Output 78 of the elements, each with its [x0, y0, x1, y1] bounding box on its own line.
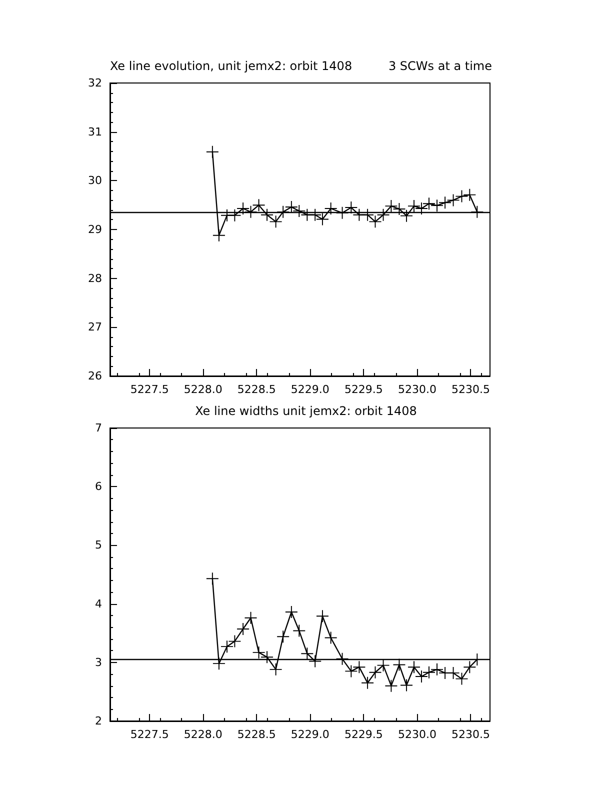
y-tick-label: 4 [95, 597, 102, 610]
x-tick-label: 5229.5 [344, 728, 383, 741]
y-tick-label: 2 [95, 714, 102, 728]
x-tick-label: 5230.5 [451, 383, 490, 396]
point [309, 655, 322, 668]
x-tick-label: 5229.0 [290, 728, 330, 741]
point [285, 606, 298, 618]
x-tick-label: 5228.5 [237, 383, 276, 396]
point [400, 210, 413, 222]
point [408, 200, 420, 212]
y-tick-label: 7 [95, 422, 102, 434]
y-tick-label: 3 [95, 656, 102, 669]
point [270, 663, 282, 676]
point [252, 646, 265, 658]
point [316, 610, 328, 622]
y-tick-label: 31 [88, 125, 102, 138]
x-tick-label: 5227.5 [130, 383, 169, 396]
x-tick-label: 5230.5 [451, 728, 490, 741]
point [261, 651, 274, 664]
point [206, 146, 218, 158]
point [261, 208, 274, 221]
point [293, 204, 306, 217]
x-tick-label: 5229.5 [344, 383, 383, 396]
point [345, 665, 358, 678]
point [353, 661, 366, 674]
point [385, 200, 398, 212]
x-tick-label: 5230.0 [398, 383, 436, 396]
point [464, 661, 476, 674]
chart-subtitle: 3 SCWs at a time [388, 59, 492, 73]
point [415, 670, 428, 682]
x-tick-label: 5230.0 [398, 728, 436, 741]
y-tick-label: 27 [88, 320, 102, 334]
point [431, 200, 444, 212]
point [228, 635, 241, 648]
point [324, 632, 337, 644]
point [285, 201, 298, 214]
x-tick-label: 5228.0 [184, 728, 222, 741]
point [309, 208, 322, 221]
y-tick-label: 26 [88, 370, 102, 382]
point [228, 209, 241, 222]
x-tick-label: 5228.5 [237, 728, 276, 741]
point [237, 623, 250, 635]
point [464, 188, 476, 201]
point [220, 640, 233, 653]
point [345, 202, 358, 214]
point [439, 196, 452, 209]
point [301, 648, 314, 660]
point [415, 202, 428, 214]
x-tick-label: 5229.0 [290, 383, 330, 396]
x-tick-label: 5227.5 [130, 728, 169, 741]
point [212, 229, 225, 242]
point [422, 198, 435, 210]
point [385, 680, 398, 692]
y-tick-label: 29 [88, 223, 102, 236]
chart-title: Xe line widths unit jemx2: orbit 1408 [195, 404, 417, 418]
point [270, 216, 282, 228]
point [212, 658, 225, 670]
point [252, 199, 265, 212]
y-tick-label: 30 [88, 174, 102, 188]
x-tick-label: 5228.0 [184, 383, 222, 396]
point [237, 202, 250, 214]
point [206, 572, 218, 585]
point [377, 208, 390, 221]
point [408, 661, 420, 674]
point [422, 666, 435, 678]
point [393, 202, 406, 215]
y-tick-label: 5 [95, 538, 102, 552]
point [324, 202, 337, 214]
y-tick-label: 6 [95, 480, 102, 494]
point [277, 630, 290, 643]
y-tick-label: 28 [88, 272, 102, 285]
chart-title: Xe line evolution, unit jemx2: orbit 1408 [110, 59, 352, 73]
point [362, 676, 374, 689]
point [431, 663, 444, 676]
point [377, 659, 390, 672]
y-tick-label: 32 [88, 76, 102, 90]
point [447, 194, 460, 206]
point [362, 208, 374, 221]
